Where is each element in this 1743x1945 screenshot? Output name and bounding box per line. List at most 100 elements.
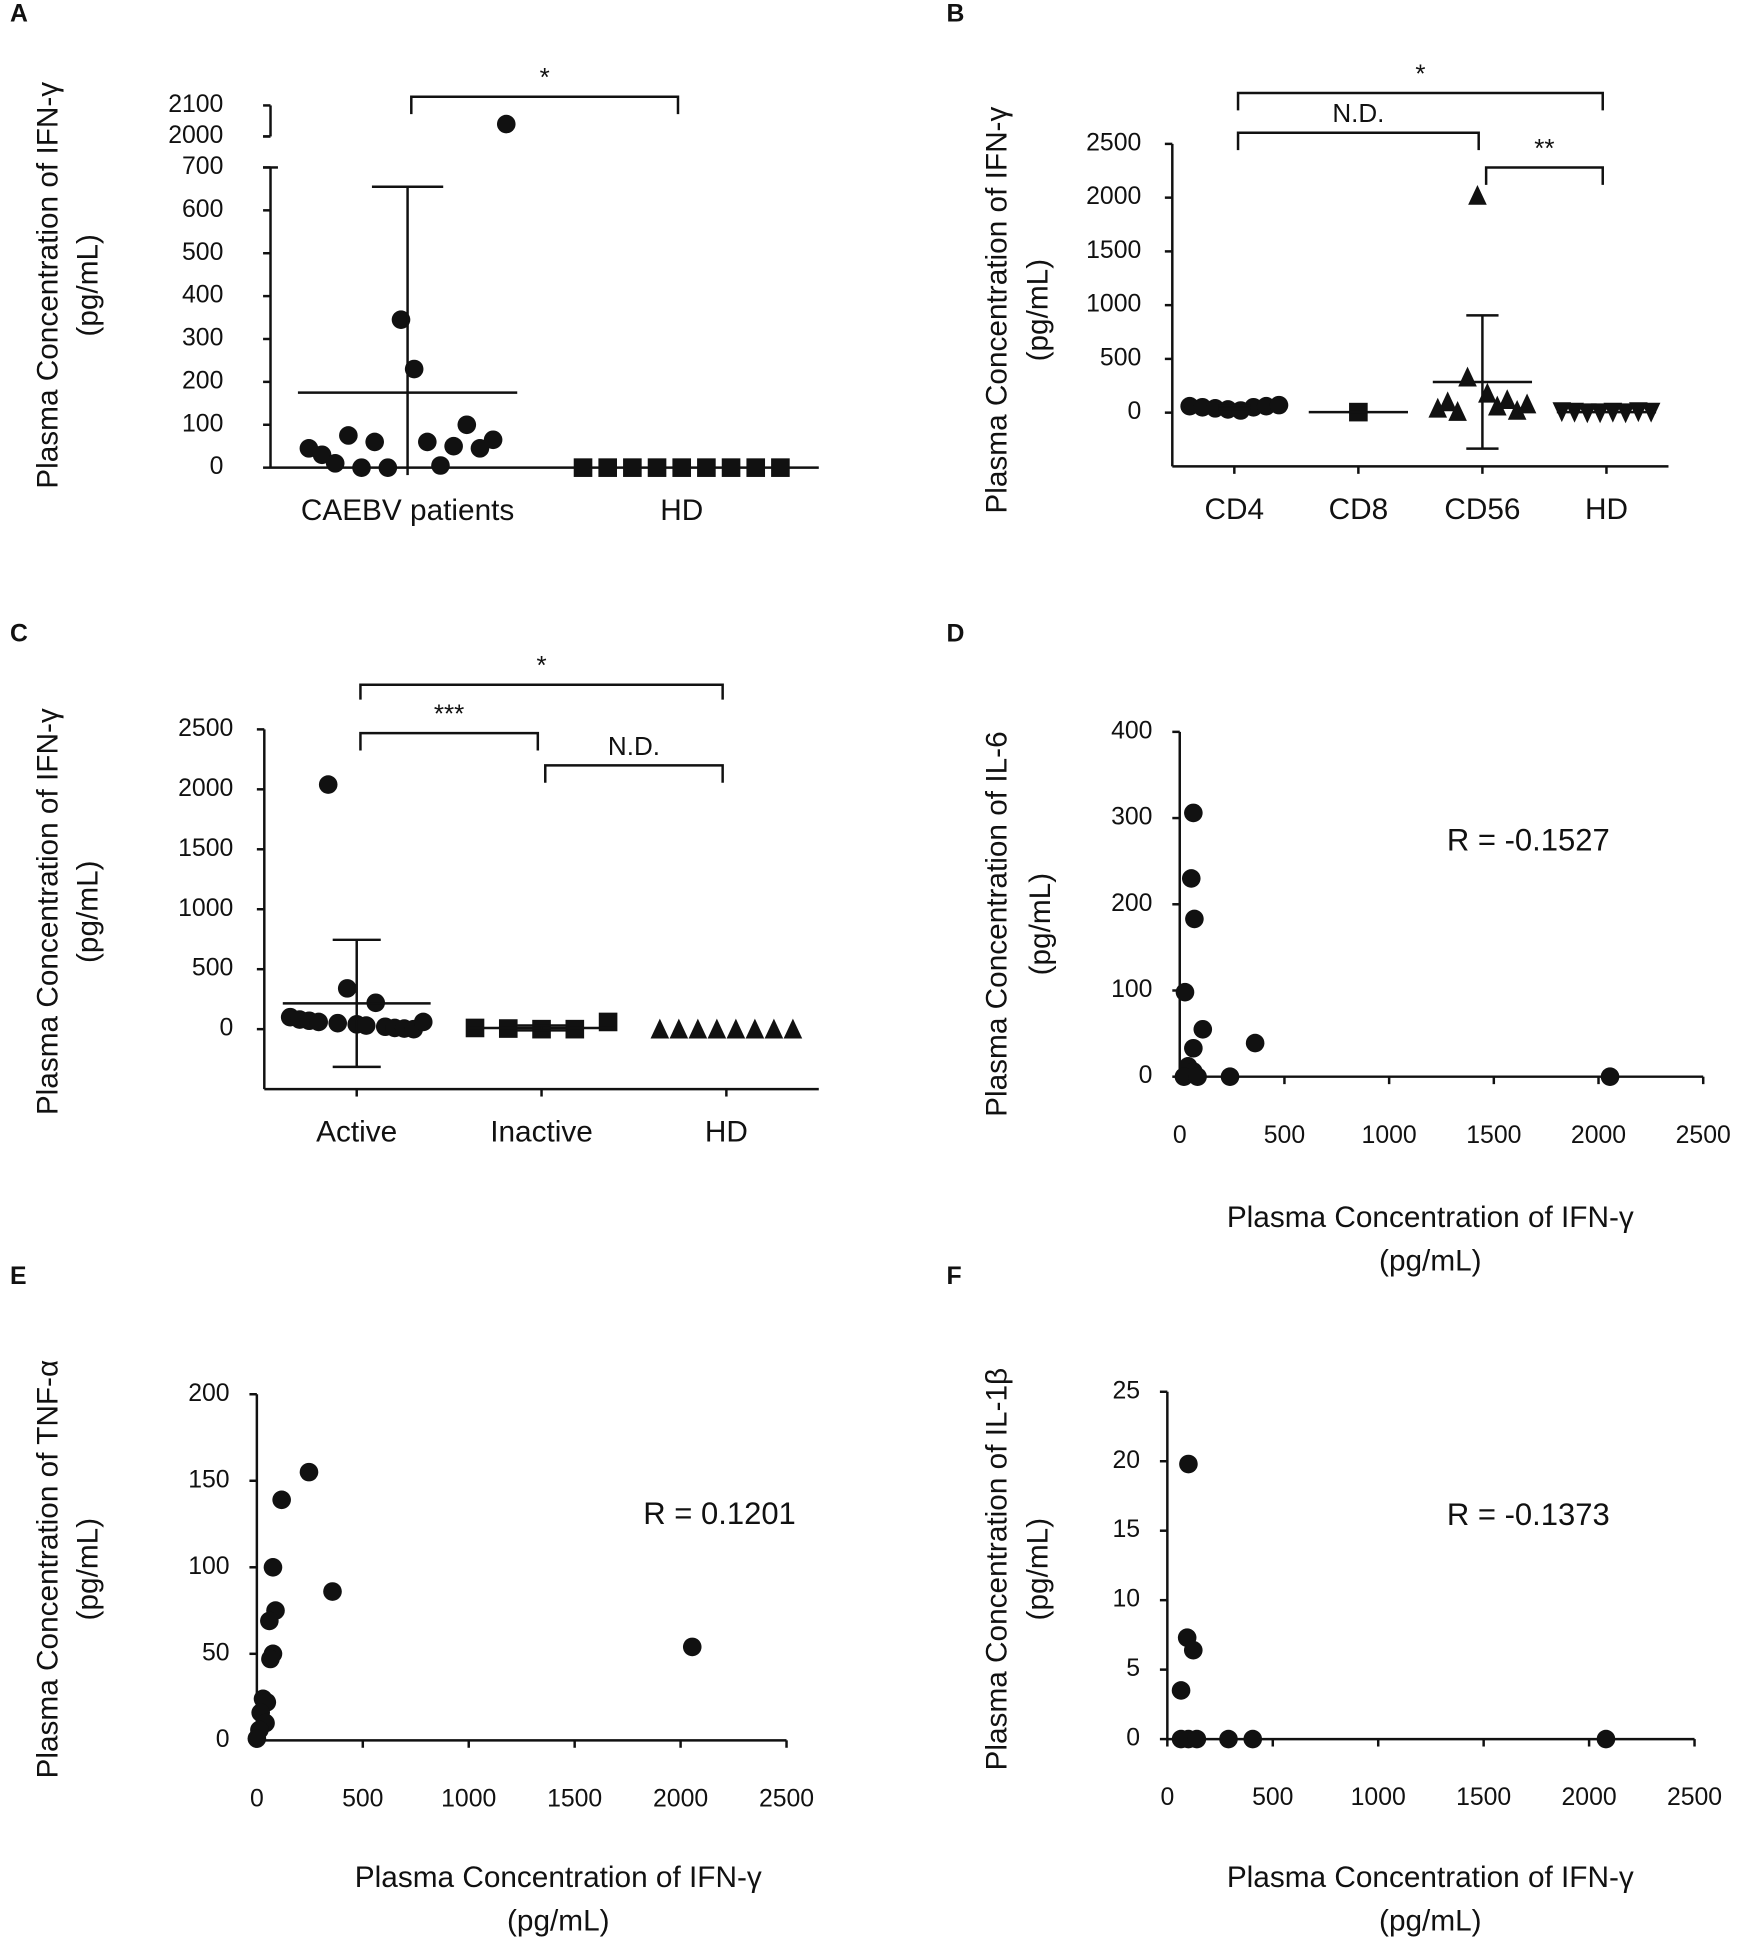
x-tick-label: 0	[1160, 1784, 1174, 1811]
dot	[1478, 382, 1497, 403]
dot	[707, 1018, 727, 1039]
y-axis-label: (pg/mL)	[71, 234, 104, 337]
dot	[623, 458, 642, 477]
y-tick-label: 100	[182, 410, 223, 437]
x-tick-label: 1500	[547, 1785, 602, 1812]
significance-label: **	[1534, 133, 1554, 163]
y-axis-label: (pg/mL)	[71, 1518, 104, 1621]
y-tick-label: 0	[216, 1726, 230, 1753]
dot	[328, 1013, 348, 1033]
x-tick-label: 2500	[1676, 1122, 1731, 1149]
category-label: CD56	[1444, 493, 1520, 526]
y-tick-label: 300	[1111, 804, 1152, 831]
y-tick-label: 20	[1112, 1447, 1140, 1474]
dot	[365, 432, 384, 452]
significance-label: *	[1415, 59, 1425, 89]
bracket	[1236, 91, 1604, 111]
dot	[726, 1018, 746, 1039]
y-tick-label: 2000	[1086, 183, 1141, 210]
x-axis-label: (pg/mL)	[1379, 1905, 1482, 1938]
y-axis-label: Plasma Concentration of IFN-γ	[981, 107, 1014, 514]
x-axis-label: Plasma Concentration of IFN-γ	[355, 1861, 762, 1894]
y-axis-label: (pg/mL)	[1021, 259, 1054, 362]
significance-label: *	[536, 650, 546, 680]
dot	[323, 1582, 342, 1601]
dot	[263, 1557, 283, 1577]
y-tick-label: 600	[182, 196, 223, 223]
dot	[260, 1611, 279, 1631]
dot	[318, 775, 338, 794]
dot	[1220, 1067, 1240, 1086]
y-axis-label: Plasma Concentration of IL-1β	[981, 1368, 1014, 1771]
x-axis-label: (pg/mL)	[507, 1905, 610, 1938]
y-tick-label: 50	[202, 1639, 230, 1666]
x-tick-label: 500	[1252, 1784, 1293, 1811]
dot	[1187, 1729, 1207, 1749]
panel-letter: C	[10, 621, 28, 648]
y-axis-label: Plasma Concentration of IL-6	[981, 731, 1014, 1117]
y-tick-label: 2000	[178, 775, 233, 802]
bracket	[410, 95, 680, 115]
category-label: HD	[660, 494, 703, 527]
y-tick-label: 1000	[178, 895, 233, 922]
error-bar	[517, 1024, 566, 1032]
y-tick-label: 2000	[168, 122, 223, 149]
dot	[1171, 1681, 1191, 1700]
dot	[1243, 1729, 1263, 1749]
dot	[457, 415, 477, 435]
error-bar	[1466, 314, 1499, 450]
error-bar	[371, 185, 444, 468]
x-tick-label: 1500	[1456, 1784, 1511, 1811]
dot	[483, 430, 503, 450]
dot	[771, 458, 790, 477]
bracket	[1236, 131, 1480, 151]
x-axis-label: (pg/mL)	[1379, 1245, 1482, 1278]
y-axis-label: Plasma Concentration of IFN-γ	[32, 82, 65, 489]
dot	[1245, 1033, 1265, 1053]
x-tick-label: 1000	[1362, 1122, 1417, 1149]
x-tick-label: 500	[342, 1785, 383, 1812]
dot	[1517, 393, 1537, 414]
y-tick-label: 200	[188, 1380, 229, 1407]
dot	[1600, 1067, 1620, 1086]
y-tick-label: 1500	[178, 835, 233, 862]
bracket	[1484, 166, 1604, 185]
x-tick-label: 2000	[653, 1785, 708, 1812]
x-axis-label: Plasma Concentration of IFN-γ	[1227, 1861, 1634, 1894]
y-tick-label: 5	[1126, 1655, 1140, 1682]
dot	[745, 1018, 765, 1039]
dot	[1507, 399, 1527, 420]
x-tick-label: 500	[1264, 1122, 1305, 1149]
y-tick-label: 0	[210, 453, 224, 480]
dot	[391, 310, 411, 329]
y-axis-label: (pg/mL)	[1021, 1518, 1054, 1621]
y-axis-label: Plasma Concentration of IFN-γ	[32, 708, 65, 1115]
y-tick-label: 2500	[178, 715, 233, 742]
dot	[431, 456, 450, 475]
category-label: Active	[316, 1116, 397, 1149]
significance-label: N.D.	[1332, 98, 1384, 128]
dot	[1269, 395, 1289, 415]
dot	[672, 458, 692, 477]
dot	[647, 458, 667, 477]
y-tick-label: 300	[182, 325, 223, 352]
y-tick-label: 0	[1126, 1725, 1140, 1752]
category-label: CD8	[1329, 493, 1389, 526]
dot	[746, 458, 766, 477]
error-bar	[332, 938, 381, 1069]
correlation-label: R = 0.1201	[643, 1496, 796, 1531]
y-axis-label: (pg/mL)	[1024, 873, 1057, 976]
dot	[299, 1462, 319, 1482]
y-tick-label: 0	[1127, 398, 1141, 425]
y-tick-label: 2500	[1086, 129, 1141, 156]
dot	[1497, 389, 1517, 410]
dot	[783, 1018, 803, 1039]
dot	[1448, 401, 1467, 421]
dot	[378, 458, 398, 477]
y-axis-label: Plasma Concentration of TNF-α	[32, 1360, 65, 1779]
dot	[1179, 1454, 1198, 1474]
y-tick-label: 25	[1112, 1377, 1140, 1404]
dot	[247, 1729, 267, 1748]
x-tick-label: 1500	[1466, 1122, 1521, 1149]
